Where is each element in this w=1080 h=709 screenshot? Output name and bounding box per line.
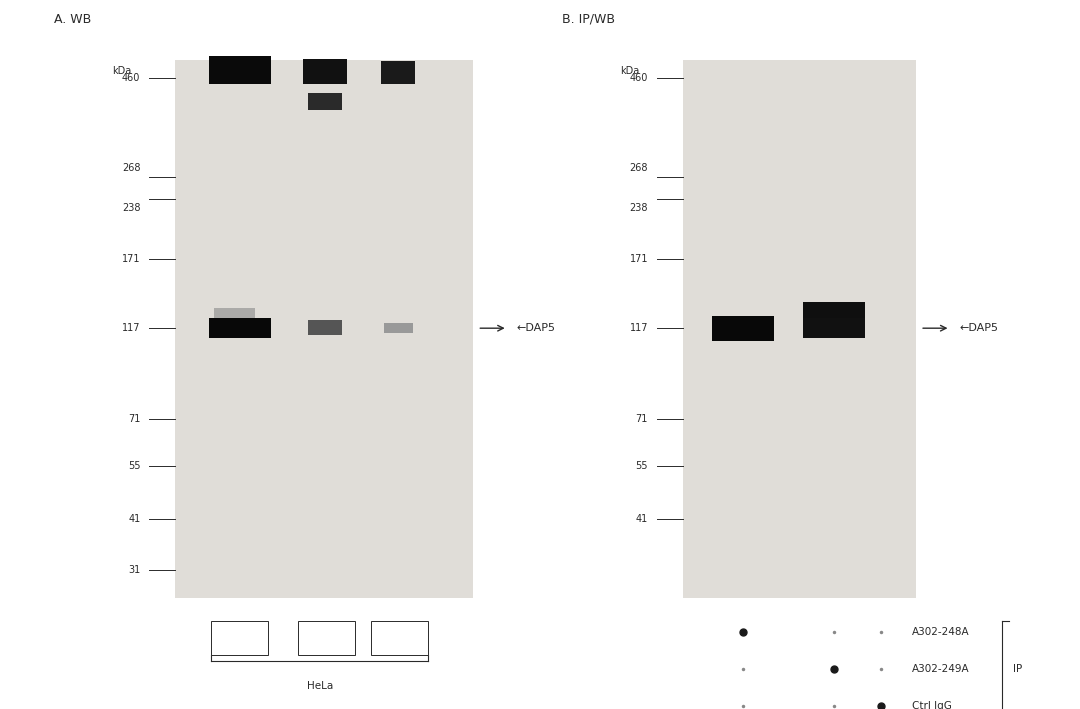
Bar	[298, 621, 354, 655]
Text: B. IP/WB: B. IP/WB	[562, 13, 615, 26]
Text: A302-249A: A302-249A	[912, 664, 969, 674]
Text: 460: 460	[630, 74, 648, 84]
Text: 460: 460	[122, 74, 140, 84]
Text: 117: 117	[122, 323, 140, 333]
Text: A302-248A: A302-248A	[912, 627, 969, 637]
Text: ←DAP5: ←DAP5	[516, 323, 555, 333]
Text: A. WB: A. WB	[54, 13, 91, 26]
Text: 171: 171	[122, 254, 140, 264]
Bar	[802, 301, 865, 321]
Text: 238: 238	[122, 203, 140, 213]
Text: IP: IP	[1013, 664, 1023, 674]
Text: 50: 50	[233, 633, 246, 643]
Text: 41: 41	[129, 515, 140, 525]
Text: 55: 55	[127, 461, 140, 471]
Text: 15: 15	[320, 633, 333, 643]
Bar	[381, 62, 415, 84]
Text: 268: 268	[630, 163, 648, 173]
Text: 171: 171	[630, 254, 648, 264]
Text: 31: 31	[129, 566, 140, 576]
Bar	[683, 60, 916, 598]
Text: Ctrl IgG: Ctrl IgG	[912, 701, 951, 709]
Bar	[384, 323, 413, 333]
Bar	[308, 320, 341, 335]
Bar	[802, 318, 865, 338]
Text: 41: 41	[636, 515, 648, 525]
Bar	[308, 93, 341, 110]
Text: 71: 71	[129, 414, 140, 424]
Text: 71: 71	[636, 414, 648, 424]
Text: HeLa: HeLa	[307, 681, 333, 691]
Text: 5: 5	[396, 633, 403, 643]
Bar	[302, 59, 347, 84]
Text: 117: 117	[630, 323, 648, 333]
Bar	[712, 316, 774, 340]
Text: 268: 268	[122, 163, 140, 173]
Bar	[372, 621, 428, 655]
Text: 55: 55	[635, 461, 648, 471]
Bar	[208, 318, 271, 338]
Bar	[214, 308, 255, 322]
Text: 238: 238	[630, 203, 648, 213]
Bar	[212, 621, 268, 655]
Bar	[208, 56, 271, 84]
Text: ←DAP5: ←DAP5	[959, 323, 998, 333]
Text: kDa: kDa	[112, 66, 132, 76]
Bar	[175, 60, 473, 598]
Text: kDa: kDa	[620, 66, 639, 76]
